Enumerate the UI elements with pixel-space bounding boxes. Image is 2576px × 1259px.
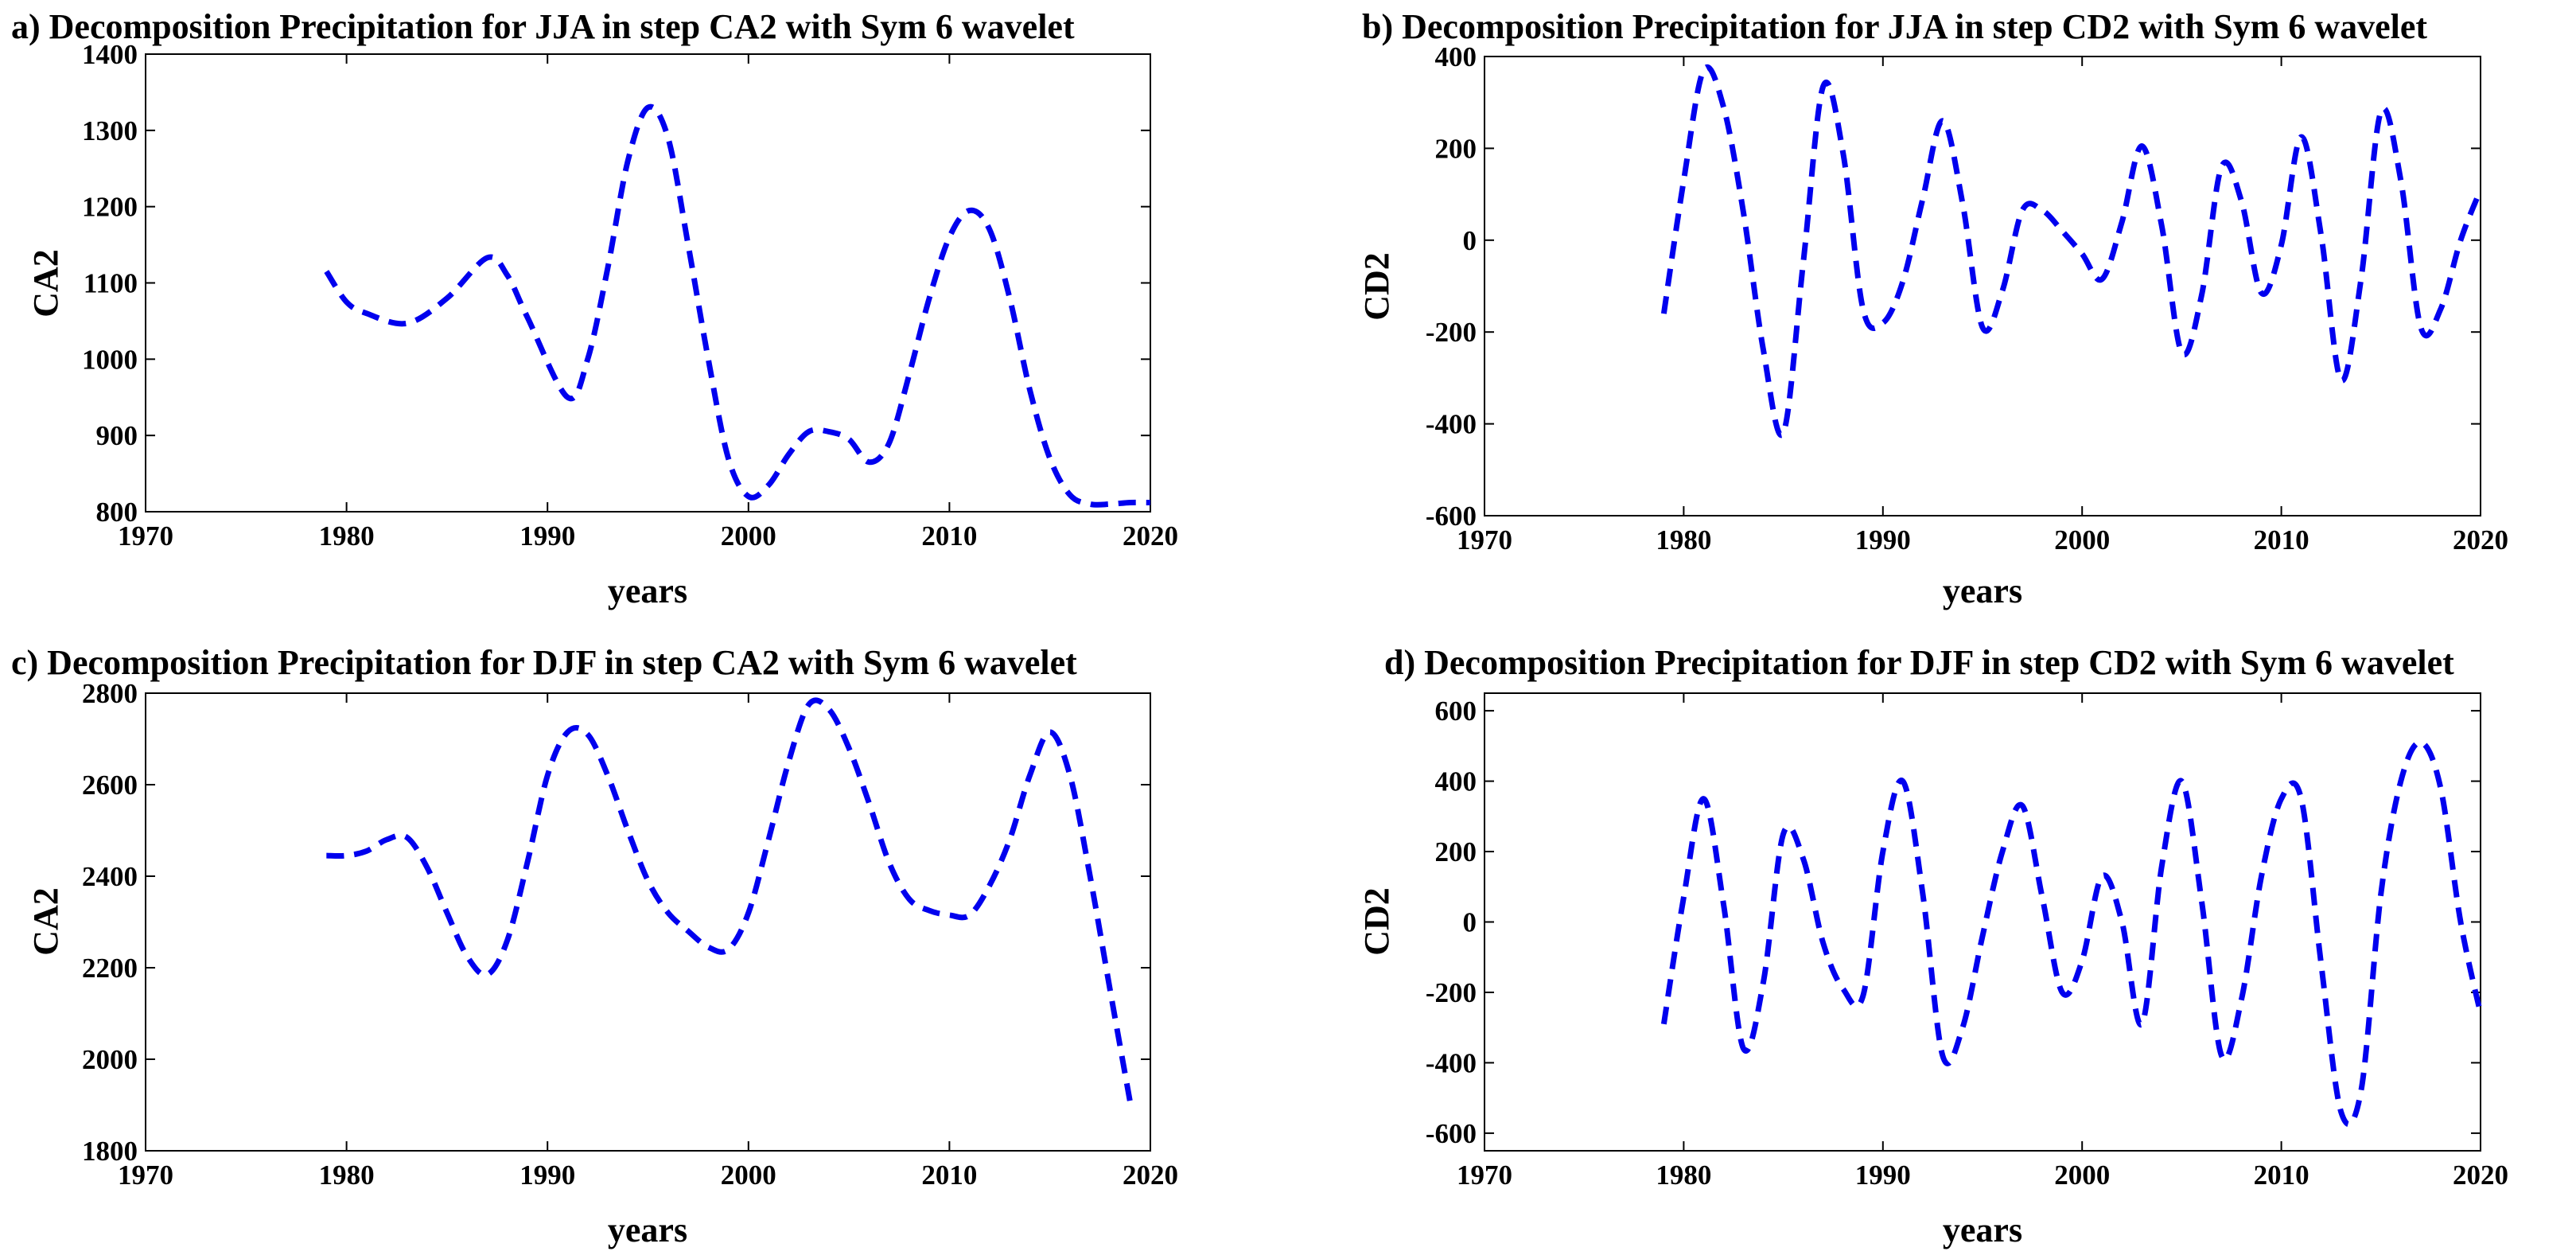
y-axis-label: CA2 (26, 887, 65, 956)
y-tick-label: 0 (1463, 225, 1477, 256)
chart-title: d) Decomposition Precipitation for DJF i… (1384, 643, 2454, 682)
x-tick-label: 2000 (721, 520, 776, 552)
x-tick-label: 1980 (319, 1160, 375, 1191)
x-tick-label: 2020 (1123, 520, 1178, 552)
plot-area-frame (145, 692, 1151, 1152)
y-tick-label: 1300 (82, 115, 138, 146)
x-tick-label: 2010 (921, 520, 977, 552)
series-line-cd2 (1660, 64, 2484, 439)
plot-area-frame (1484, 56, 2481, 516)
x-tick-label: 2020 (2453, 1160, 2508, 1191)
x-tick-label: 1990 (519, 520, 575, 552)
x-tick-label: 2020 (1123, 1160, 1178, 1191)
y-tick-label: 200 (1435, 836, 1477, 867)
y-tick-label: 1200 (82, 192, 138, 223)
x-axis-label: years (608, 1210, 687, 1249)
chart-title: a) Decomposition Precipitation for JJA i… (11, 7, 1075, 46)
y-tick-label: 0 (1463, 907, 1477, 938)
y-tick-label: -400 (1426, 409, 1477, 440)
x-axis-label: years (1943, 571, 2022, 610)
x-tick-label: 1970 (1457, 1160, 1512, 1191)
y-tick-label: 600 (1435, 696, 1477, 727)
y-tick-label: 1400 (82, 39, 138, 70)
x-tick-label: 2000 (2054, 1160, 2110, 1191)
series-line-cd2 (1660, 739, 2484, 1128)
x-tick-label: 1970 (118, 1160, 173, 1191)
y-axis-label: CD2 (1357, 252, 1396, 321)
x-tick-label: 1990 (519, 1160, 575, 1191)
y-tick-label: 1000 (82, 344, 138, 375)
series-line-ca2 (324, 103, 1151, 508)
y-tick-label: 1100 (84, 268, 138, 299)
x-tick-label: 2000 (721, 1160, 776, 1191)
y-tick-label: -600 (1426, 501, 1477, 532)
x-tick-label: 1980 (1656, 524, 1711, 555)
y-tick-label: 2000 (82, 1044, 138, 1075)
y-tick-label: 2200 (82, 953, 138, 984)
chart-panel-d: d) Decomposition Precipitation for DJF i… (1357, 643, 2508, 1249)
x-tick-label: 2020 (2453, 524, 2508, 555)
y-tick-label: -600 (1426, 1118, 1477, 1149)
x-tick-label: 1970 (118, 520, 173, 552)
y-tick-label: -200 (1426, 317, 1477, 348)
y-axis-label: CA2 (26, 249, 65, 318)
chart-title: c) Decomposition Precipitation for DJF i… (11, 643, 1077, 682)
chart-panel-a: a) Decomposition Precipitation for JJA i… (11, 7, 1178, 610)
y-tick-label: -200 (1426, 977, 1477, 1008)
x-tick-label: 2000 (2054, 524, 2110, 555)
x-tick-label: 2010 (2254, 524, 2309, 555)
y-tick-label: 2800 (82, 678, 138, 709)
x-tick-label: 1980 (319, 520, 375, 552)
x-tick-label: 2010 (2254, 1160, 2309, 1191)
y-tick-label: 400 (1435, 41, 1477, 72)
y-tick-label: 800 (96, 497, 138, 528)
y-tick-label: -400 (1426, 1047, 1477, 1078)
y-tick-label: 1800 (82, 1136, 138, 1167)
x-tick-label: 1970 (1457, 524, 1512, 555)
y-tick-label: 900 (96, 420, 138, 451)
series-line-ca2 (326, 697, 1134, 1104)
y-tick-label: 400 (1435, 766, 1477, 797)
x-tick-label: 2010 (921, 1160, 977, 1191)
y-tick-label: 200 (1435, 133, 1477, 164)
y-tick-label: 2600 (82, 770, 138, 801)
x-tick-label: 1990 (1855, 1160, 1911, 1191)
x-tick-label: 1990 (1855, 524, 1911, 555)
y-axis-label: CD2 (1357, 887, 1396, 956)
chart-panel-b: b) Decomposition Precipitation for JJA i… (1357, 7, 2508, 610)
y-tick-label: 2400 (82, 861, 138, 892)
x-axis-label: years (1943, 1210, 2022, 1249)
x-tick-label: 1980 (1656, 1160, 1711, 1191)
x-axis-label: years (608, 571, 687, 610)
chart-panel-c: c) Decomposition Precipitation for DJF i… (11, 643, 1178, 1249)
chart-title: b) Decomposition Precipitation for JJA i… (1362, 7, 2427, 46)
